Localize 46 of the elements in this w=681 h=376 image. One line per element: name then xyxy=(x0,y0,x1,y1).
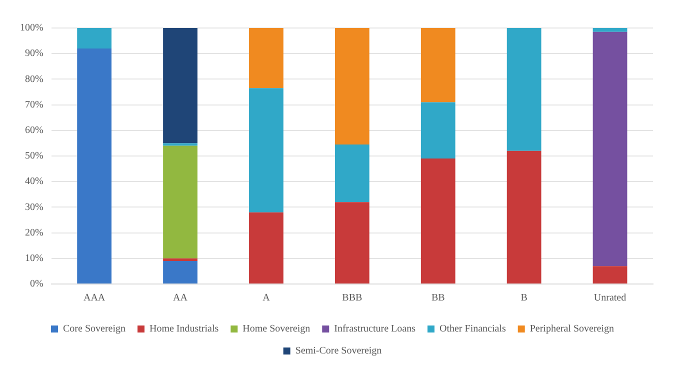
bar xyxy=(592,28,628,32)
y-tick-label: 80% xyxy=(24,74,44,85)
y-tick-label: 60% xyxy=(24,125,44,136)
bar xyxy=(506,150,542,284)
bar xyxy=(163,146,198,258)
y-tick-label: 10% xyxy=(24,253,44,264)
x-tick-label: Unrated xyxy=(594,292,626,304)
bar xyxy=(420,102,456,159)
bar xyxy=(592,32,628,266)
legend-label: Semi-Core Sovereign xyxy=(295,346,382,357)
bar xyxy=(334,202,370,284)
x-tick-label: B xyxy=(520,292,528,304)
bar xyxy=(163,28,198,144)
bar xyxy=(249,28,284,88)
bar xyxy=(77,28,112,48)
bar xyxy=(334,144,370,202)
legend-label: Home Sovereign xyxy=(242,324,310,335)
x-tick-label: A xyxy=(262,292,271,304)
bar xyxy=(334,28,370,144)
bar xyxy=(420,158,456,284)
bar xyxy=(77,48,112,284)
legend-label: Home Industrials xyxy=(149,324,219,335)
legend-label: Infrastructure Loans xyxy=(334,324,416,335)
legend-label: Core Sovereign xyxy=(63,324,126,335)
y-tick-label: 50% xyxy=(24,150,44,162)
x-tick-label: AAA xyxy=(83,292,106,304)
bar xyxy=(163,143,198,146)
legend-label: Peripheral Sovereign xyxy=(530,324,614,335)
x-tick-label: BB xyxy=(431,292,446,304)
bar xyxy=(163,260,198,284)
bar xyxy=(420,28,456,102)
y-tick-label: 0% xyxy=(30,278,44,290)
x-tick-label: BBB xyxy=(342,292,362,304)
y-tick-label: 90% xyxy=(24,48,44,60)
bar xyxy=(249,88,284,212)
y-tick-label: 20% xyxy=(24,227,44,238)
y-tick-label: 70% xyxy=(24,99,44,110)
bar xyxy=(506,28,542,151)
bar xyxy=(163,258,198,261)
y-tick-label: 100% xyxy=(20,22,44,34)
x-tick-label: AA xyxy=(173,292,188,304)
bar xyxy=(592,266,628,284)
legend-label: Other Financials xyxy=(439,324,506,335)
y-tick-label: 40% xyxy=(24,176,44,188)
bar xyxy=(249,212,284,284)
y-tick-label: 30% xyxy=(24,202,44,213)
